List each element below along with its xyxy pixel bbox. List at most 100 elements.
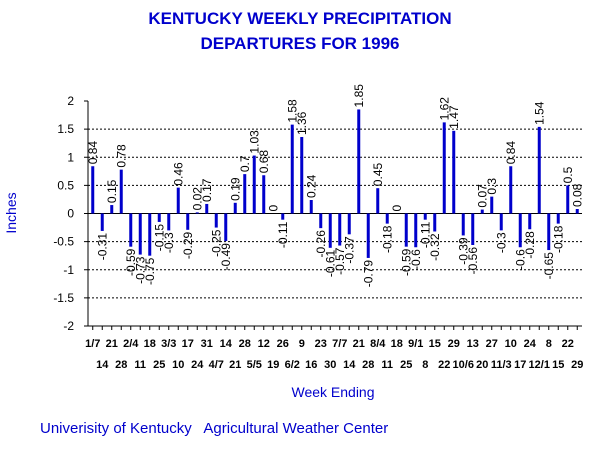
data-label: -0.49 [219,243,233,271]
chart-subtitle: DEPARTURES FOR 1996 [200,34,399,53]
data-label: -0.57 [333,247,347,275]
data-label: -0.37 [342,236,356,264]
data-label: -0.25 [209,229,223,257]
x-tick-label: 15 [552,359,564,371]
x-tick-label: 30 [324,359,336,371]
bar [233,202,237,214]
data-label: 0.5 [561,166,575,183]
data-label: -0.59 [399,248,413,276]
data-label: -0.11 [418,221,432,248]
bar [205,203,209,214]
data-label: -0.56 [466,247,480,275]
plot-area: 2 1.5 1 0.5 0 -0.5 -1 -1.5 -2 0.84 1/7 -0.31 14 0.15 2… [53,84,584,371]
y-tick-label: 2 [67,94,74,108]
bar [309,200,313,214]
bar [528,213,532,230]
x-tick-label: 12/1 [529,359,550,371]
data-label: -0.3 [162,232,176,253]
bar [138,213,142,255]
bar [547,213,551,251]
bar [556,213,560,224]
data-label: 0.3 [485,178,499,195]
x-tick-label: 10 [172,359,184,371]
data-label: 0 [266,205,280,212]
data-label: 0.07 [475,184,489,208]
data-label: -0.79 [361,260,375,288]
data-label: 0.19 [228,177,242,201]
y-tick-label: 1 [67,150,74,164]
bar [385,213,389,224]
data-label: -0.32 [428,233,442,261]
x-tick-label: 6/2 [285,359,300,371]
x-tick-label: 14 [343,359,356,371]
y-tick-label: -1.5 [53,291,74,305]
y-tick-label: 0.5 [57,178,74,192]
x-tick-label: 18 [391,338,403,350]
bar [119,169,123,214]
x-tick-label: 29 [448,338,460,350]
x-tick-label: 15 [429,338,441,350]
x-tick-label: 11 [381,359,393,371]
bar [195,212,199,214]
x-tick-label: 20 [476,359,488,371]
x-tick-label: 13 [467,338,479,350]
x-tick-label: 9/1 [408,338,423,350]
data-label: -0.6 [513,249,527,270]
bar [366,213,370,258]
x-tick-label: 8/4 [370,338,386,350]
data-label: 0.15 [105,179,119,203]
x-tick-label: 22 [562,338,574,350]
data-label: 0.84 [504,141,518,165]
data-label: -0.6 [409,249,423,270]
bar [176,187,180,214]
x-tick-label: 21 [229,359,241,371]
data-label: -0.65 [542,252,556,280]
x-tick-label: 24 [191,359,204,371]
data-label: 0.24 [304,174,318,198]
bar [347,213,351,235]
bar [414,213,418,248]
x-tick-label: 4/7 [209,359,224,371]
bar [110,205,114,214]
data-label: 0.17 [200,178,214,202]
x-tick-label: 28 [239,338,251,350]
x-tick-label: 26 [277,338,289,350]
x-tick-label: 5/5 [247,359,262,371]
bar [537,126,541,214]
x-tick-label: 27 [486,338,498,350]
x-tick-label: 3/3 [161,338,176,350]
bar [499,213,503,231]
data-label: -0.11 [276,221,290,248]
x-tick-label: 22 [438,359,450,371]
data-label: -0.18 [551,225,565,253]
data-label: -0.3 [494,232,508,253]
footer-credit: Univerisity of Kentucky Agricultural Wea… [40,420,389,437]
bar [480,209,484,214]
x-tick-label: 29 [571,359,583,371]
x-tick-label: 2/4 [123,338,139,350]
y-tick-label: -1 [63,263,74,277]
x-tick-label: 9 [299,338,305,350]
data-label: 1.85 [352,84,366,108]
data-label: -0.15 [152,224,166,252]
x-tick-label: 21 [353,338,365,350]
data-label: -0.29 [181,231,195,259]
x-axis-label: Week Ending [291,384,374,400]
bar [224,213,228,242]
x-tick-label: 16 [305,359,317,371]
y-tick-label: -0.5 [53,235,74,249]
bar [509,166,513,214]
x-tick-label: 18 [144,338,156,350]
bar [452,130,456,214]
data-label: 1.47 [447,105,461,129]
bar [243,174,247,214]
bar [157,213,161,222]
x-tick-label: 28 [362,359,374,371]
x-tick-label: 8 [546,338,552,350]
data-label: -0.31 [95,233,109,261]
y-tick-label: -2 [63,319,74,333]
data-label: 1.58 [285,99,299,123]
x-tick-label: 10/6 [453,359,474,371]
x-tick-label: 17 [514,359,526,371]
data-label: 0.08 [570,183,584,207]
